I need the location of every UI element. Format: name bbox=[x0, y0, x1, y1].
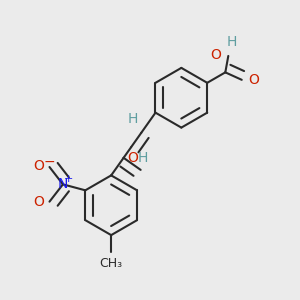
Text: O: O bbox=[33, 159, 44, 173]
Text: O: O bbox=[248, 73, 259, 87]
Text: −: − bbox=[43, 154, 55, 169]
Text: O: O bbox=[128, 151, 138, 164]
Text: +: + bbox=[64, 174, 73, 184]
Text: O: O bbox=[210, 48, 221, 62]
Text: CH₃: CH₃ bbox=[100, 257, 123, 270]
Text: N: N bbox=[58, 177, 68, 191]
Text: H: H bbox=[138, 151, 148, 165]
Text: H: H bbox=[128, 112, 138, 126]
Text: H: H bbox=[227, 35, 237, 50]
Text: O: O bbox=[33, 195, 44, 209]
